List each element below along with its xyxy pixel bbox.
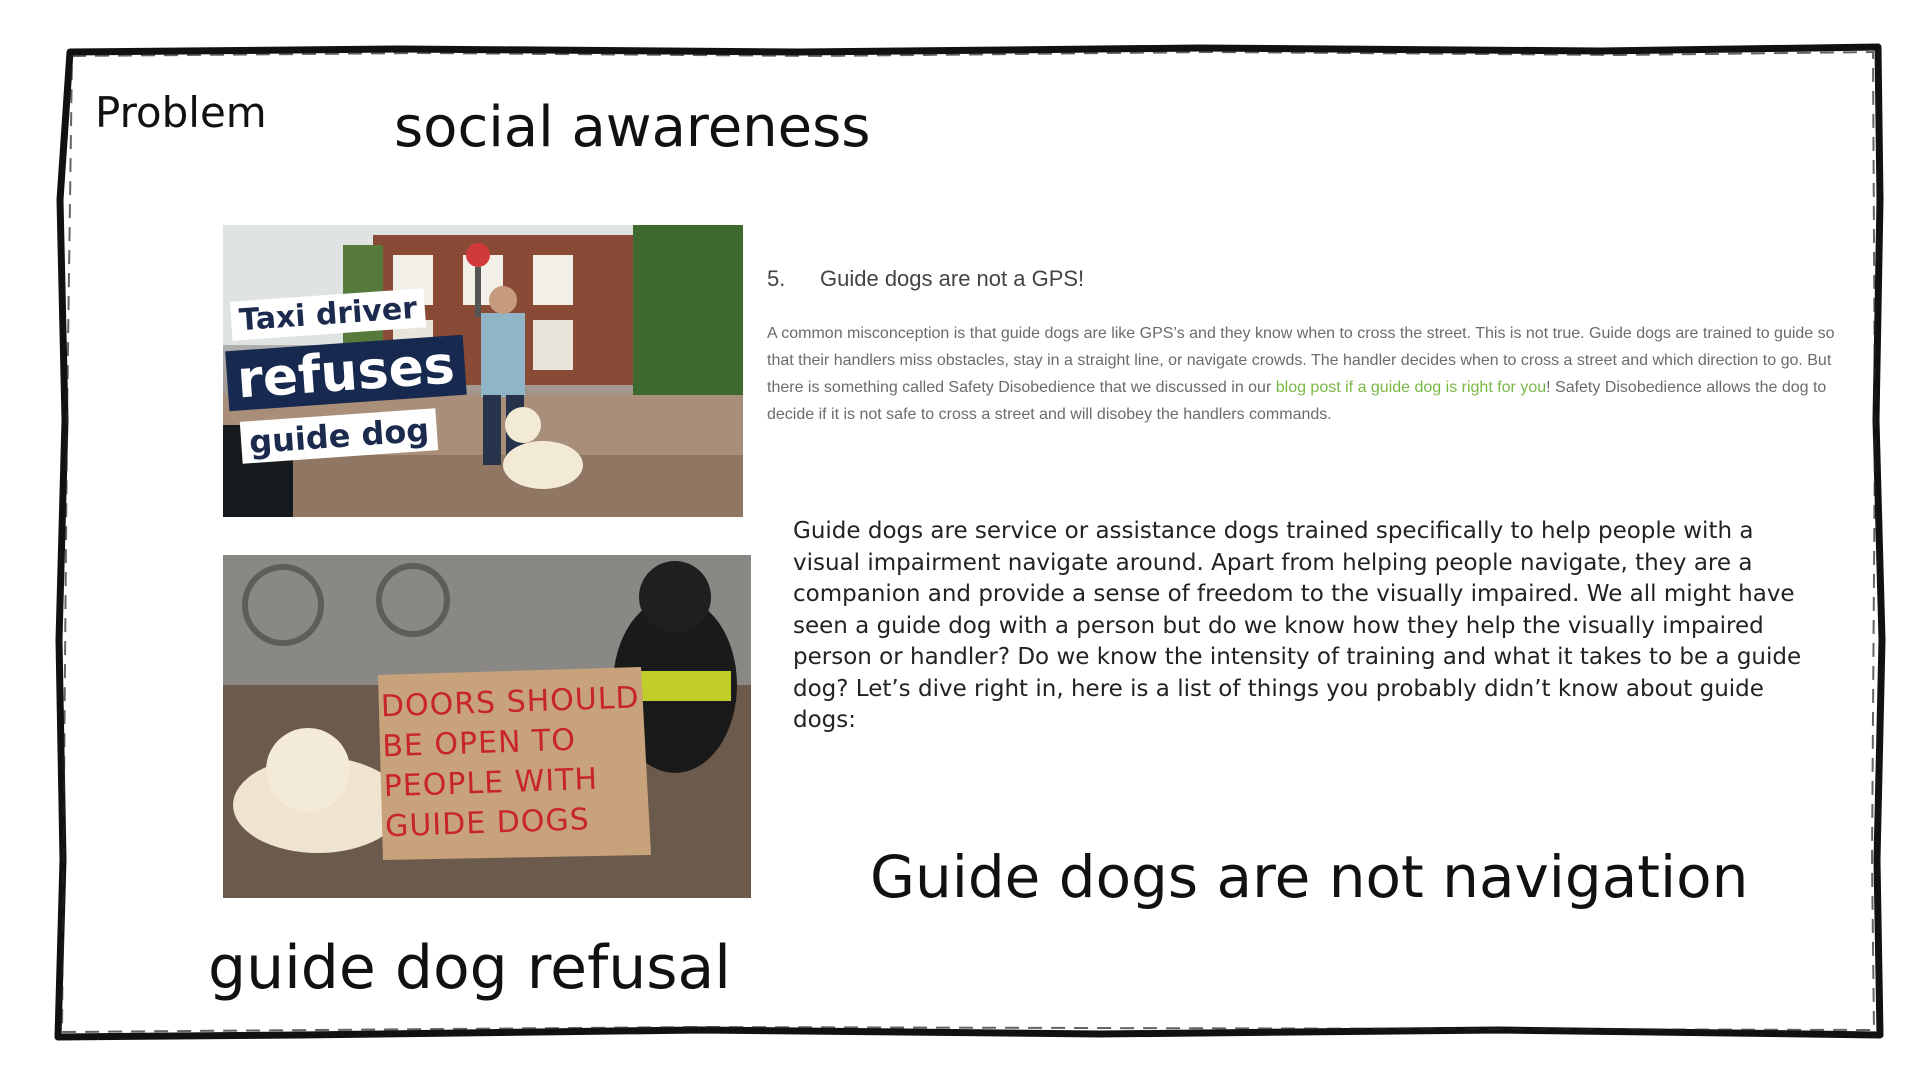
guide-dogs-paragraph: Guide dogs are service or assistance dog… xyxy=(793,518,1802,733)
protest-sign-illustration xyxy=(223,555,751,898)
gps-heading: 5. Guide dogs are not a GPS! xyxy=(767,266,1084,292)
social-awareness-title: social awareness xyxy=(394,95,871,160)
caption-not-navigation: Guide dogs are not navigation xyxy=(870,843,1749,911)
taxi-driver-thumbnail: Taxi driver refuses guide dog xyxy=(223,225,743,517)
blog-post-link[interactable]: blog post if a guide dog is right for yo… xyxy=(1275,379,1547,396)
protest-sign-photo: DOORS SHOULD BE OPEN TO PEOPLE WITH GUID… xyxy=(223,555,751,898)
gps-paragraph: A common misconception is that guide dog… xyxy=(767,320,1837,428)
caption-guide-dog-refusal: guide dog refusal xyxy=(208,933,731,1003)
gps-list-number: 5. xyxy=(767,266,786,291)
gps-text-before-link: A common misconception is that guide dog… xyxy=(767,325,1835,396)
protest-sign-text: DOORS SHOULD BE OPEN TO PEOPLE WITH GUID… xyxy=(380,679,640,848)
gps-text-after-link: ! Safety Disobedience allows the dog to … xyxy=(767,379,1827,423)
problem-label: Problem xyxy=(95,88,267,137)
gps-heading-text: Guide dogs are not a GPS! xyxy=(820,266,1085,291)
